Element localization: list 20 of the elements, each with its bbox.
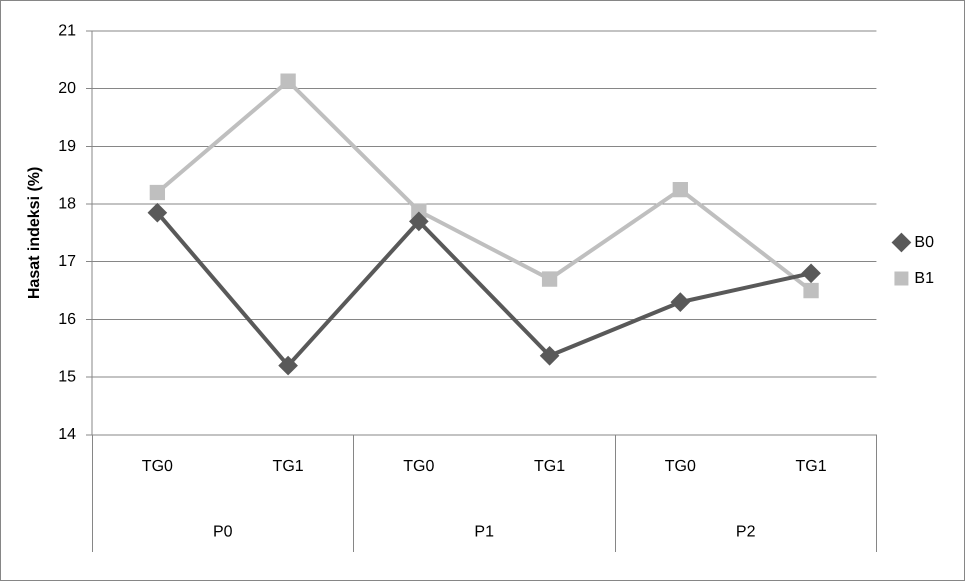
text: P0 bbox=[212, 523, 233, 540]
text: P2 bbox=[736, 523, 756, 540]
x-tick-label: TG1 bbox=[272, 458, 304, 475]
x-tick-label: TG1 bbox=[796, 458, 827, 475]
y-tick-label: 17 bbox=[58, 253, 76, 270]
legend-label: B0 bbox=[914, 234, 934, 251]
x-tick-label: TG0 bbox=[403, 458, 434, 475]
y-tick-label: 21 bbox=[58, 22, 76, 40]
y-tick-label: 15 bbox=[58, 368, 76, 386]
text: P1 bbox=[474, 523, 494, 540]
y-tick-label: 14 bbox=[58, 426, 76, 444]
y-tick-label: 18 bbox=[58, 195, 76, 212]
y-tick-label: 19 bbox=[58, 138, 76, 155]
y-axis-title: Hasat indeksi (%) bbox=[26, 166, 44, 300]
x-tick-label: TG0 bbox=[142, 458, 174, 475]
legend-label: B1 bbox=[914, 270, 934, 287]
x-tick-label: TG1 bbox=[534, 458, 566, 475]
x-tick-label: TG0 bbox=[664, 458, 696, 475]
y-tick-label: 16 bbox=[58, 310, 76, 328]
y-tick-label: 20 bbox=[58, 80, 76, 98]
